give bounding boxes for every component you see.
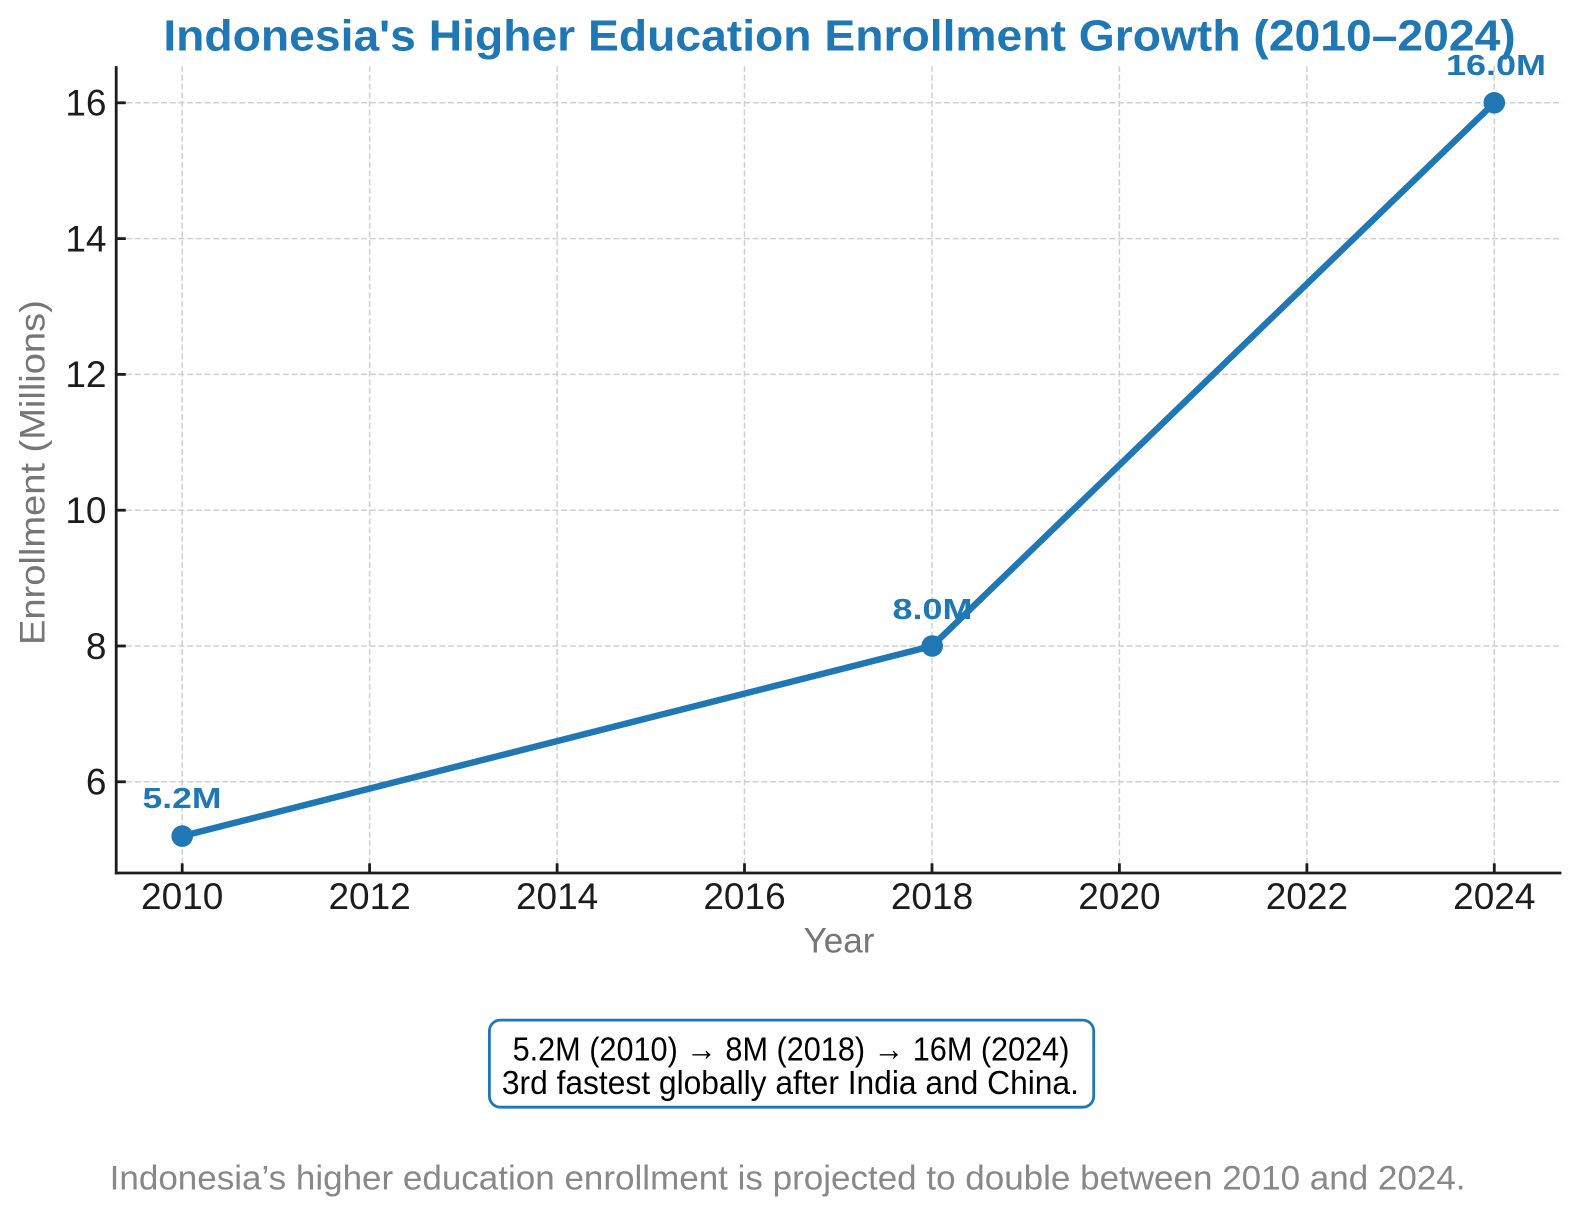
svg-text:2024: 2024 <box>1453 876 1535 917</box>
svg-text:8: 8 <box>86 626 107 667</box>
svg-text:Enrollment (Millions): Enrollment (Millions) <box>13 300 52 645</box>
svg-text:14: 14 <box>65 218 106 259</box>
svg-text:Year: Year <box>804 922 875 961</box>
svg-text:6: 6 <box>86 762 107 803</box>
svg-text:Indonesia's Higher Education E: Indonesia's Higher Education Enrollment … <box>163 11 1515 61</box>
svg-text:8.0M: 8.0M <box>893 594 973 626</box>
svg-text:12: 12 <box>65 354 106 395</box>
svg-text:16.0M: 16.0M <box>1446 50 1546 82</box>
svg-text:5.2M (2010) → 8M (2018) → 16M: 5.2M (2010) → 8M (2018) → 16M (2024) <box>513 1030 1070 1068</box>
svg-text:5.2M: 5.2M <box>143 782 222 814</box>
svg-text:16: 16 <box>65 83 106 124</box>
svg-text:2020: 2020 <box>1078 876 1160 917</box>
svg-text:10: 10 <box>65 490 106 531</box>
svg-text:2022: 2022 <box>1266 876 1348 917</box>
svg-text:2018: 2018 <box>891 876 973 917</box>
svg-text:2010: 2010 <box>141 876 223 917</box>
svg-text:2014: 2014 <box>516 876 598 917</box>
svg-text:2012: 2012 <box>328 876 410 917</box>
svg-text:3rd fastest globally after Ind: 3rd fastest globally after India and Chi… <box>502 1063 1079 1101</box>
svg-text:2016: 2016 <box>703 876 785 917</box>
svg-text:Indonesia’s higher education e: Indonesia’s higher education enrollment … <box>110 1160 1466 1197</box>
